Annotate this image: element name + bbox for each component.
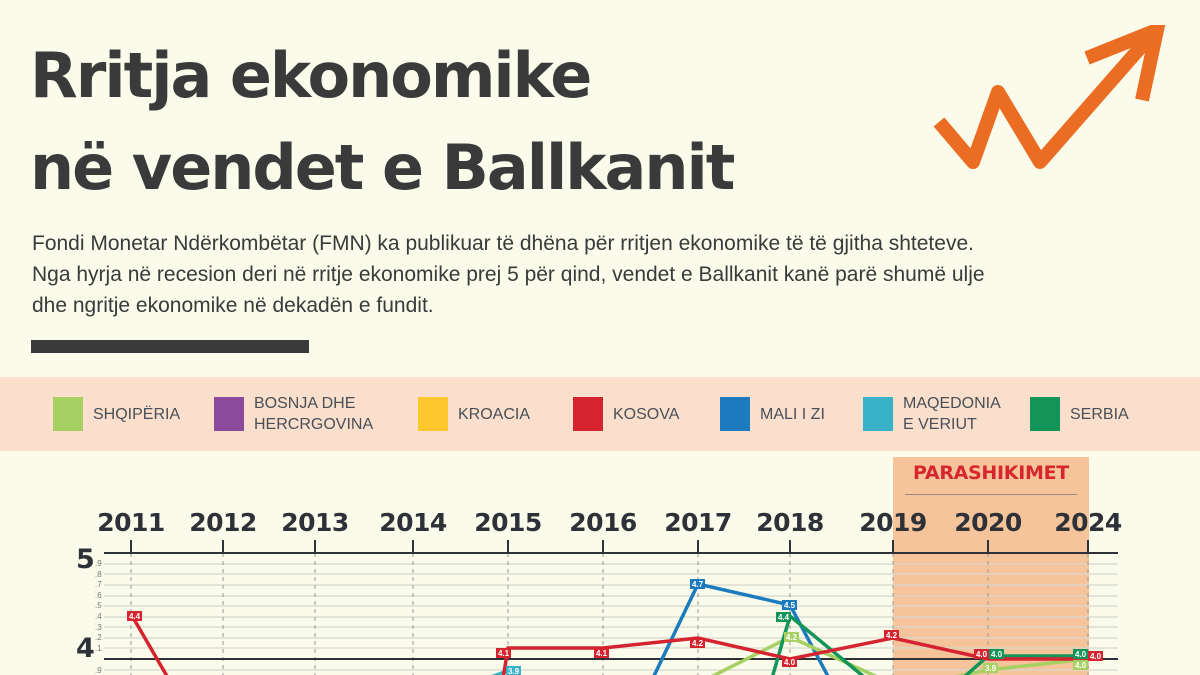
x-tick-label: 2014 — [379, 508, 447, 537]
data-label: 4.0 — [1075, 661, 1087, 670]
data-label: 4.0 — [1090, 652, 1102, 661]
data-label: 3.9 — [985, 664, 997, 673]
data-label: 3.9 — [508, 667, 520, 675]
y-tick-label-major: 4 — [76, 633, 95, 664]
series-line-kosova — [129, 613, 169, 675]
trending-up-arrow-icon — [933, 25, 1166, 169]
data-label: 4.2 — [886, 631, 898, 640]
legend-item-mali-i-zi[interactable]: MALI I ZI — [720, 377, 825, 451]
x-tick-label: 2024 — [1054, 508, 1122, 537]
series-line-mali-i-zi — [652, 581, 830, 675]
legend-label: SERBIA — [1070, 405, 1129, 423]
legend-swatch-kosova — [573, 397, 603, 431]
intro-paragraph: Fondi Monetar Ndërkombëtar (FMN) ka publ… — [32, 228, 1192, 321]
data-label: 4.5 — [784, 601, 796, 610]
x-tick-label: 2017 — [664, 508, 732, 537]
intro-line-3: dhe ngritje ekonomike në dekadën e fundi… — [32, 294, 434, 317]
intro-line-2: Nga hyrja në recesion deri në rritje eko… — [32, 263, 985, 286]
data-label: 4.4 — [778, 613, 790, 622]
legend-item-kroacia[interactable]: KROACIA — [418, 377, 530, 451]
legend-label: KOSOVA — [613, 405, 680, 423]
x-tick-label: 2018 — [756, 508, 824, 537]
title-line-2: në vendet e Ballkanit — [30, 131, 735, 204]
legend-swatch-bosnja — [214, 397, 244, 431]
x-tick-label: 2016 — [569, 508, 637, 537]
data-labels: 4.4 4.1 4.1 4.2 4.0 4.2 4.0 4.0 4.7 4.5 … — [127, 579, 1103, 675]
title-line-1: Rritja ekonomike — [30, 39, 592, 112]
data-label: 4.0 — [784, 658, 796, 667]
chart-legend: SHQIPËRIA BOSNJA DHE HERCRGOVINA KROACIA… — [0, 377, 1200, 451]
legend-swatch-mali-i-zi — [720, 397, 750, 431]
y-tick-label-minor: .8 — [95, 570, 102, 579]
data-label: 4.1 — [596, 649, 608, 658]
x-tick-label: 2015 — [474, 508, 542, 537]
x-ticks — [130, 540, 1089, 553]
forecast-underline — [905, 494, 1077, 495]
legend-item-shqiperia[interactable]: SHQIPËRIA — [53, 377, 180, 451]
legend-item-serbia[interactable]: SERBIA — [1030, 377, 1129, 451]
legend-item-bosnja[interactable]: BOSNJA DHE HERCRGOVINA — [214, 377, 373, 451]
y-tick-label-minor: .2 — [95, 633, 102, 642]
legend-swatch-maqedonia — [863, 397, 893, 431]
data-label: 4.2 — [692, 639, 704, 648]
x-tick-label: 2013 — [281, 508, 349, 537]
legend-swatch-kroacia — [418, 397, 448, 431]
legend-label: KROACIA — [458, 405, 531, 423]
y-tick-label-minor: .5 — [95, 601, 102, 610]
x-tick-label: 2012 — [189, 508, 257, 537]
legend-label: SHQIPËRIA — [93, 405, 181, 423]
divider-bar — [31, 340, 309, 353]
data-label: 4.0 — [976, 650, 988, 659]
x-tick-label: 2020 — [954, 508, 1022, 537]
legend-label: MAQEDONIA E VERIUT — [903, 395, 1001, 433]
data-label: 4.4 — [129, 612, 141, 621]
year-gridlines — [130, 553, 1089, 675]
y-tick-label-minor: .3 — [95, 623, 102, 632]
data-label: 4.0 — [991, 650, 1003, 659]
x-tick-label: 2019 — [859, 508, 927, 537]
legend-item-maqedonia[interactable]: MAQEDONIA E VERIUT — [863, 377, 1001, 451]
series-line-shqiperia-forecast — [955, 657, 1089, 675]
series-line-kosova-2015 — [501, 636, 1088, 675]
legend-swatch-shqiperia — [53, 397, 83, 431]
y-tick-label-minor: .9 — [95, 666, 102, 675]
y-tick-label-minor: .9 — [95, 559, 102, 568]
y-tick-label-minor: .4 — [95, 612, 102, 621]
legend-swatch-serbia — [1030, 397, 1060, 431]
y-tick-label-major: 5 — [76, 544, 95, 575]
data-label: 4.0 — [1075, 650, 1087, 659]
page-title: Rritja ekonomike në vendet e Ballkanit — [30, 30, 735, 214]
forecast-band — [893, 457, 1089, 675]
y-tick-label-minor: .7 — [95, 580, 102, 589]
major-gridlines — [104, 552, 1118, 660]
forecast-label: PARASHIKIMET — [913, 462, 1069, 484]
legend-label: BOSNJA DHE HERCRGOVINA — [254, 395, 374, 433]
data-label: 4.1 — [498, 649, 510, 658]
x-tick-label: 2011 — [97, 508, 165, 537]
legend-item-kosova[interactable]: KOSOVA — [573, 377, 679, 451]
y-tick-label-minor: .1 — [95, 644, 102, 653]
data-label: 4.2 — [786, 633, 798, 642]
intro-line-1: Fondi Monetar Ndërkombëtar (FMN) ka publ… — [32, 232, 974, 255]
y-tick-label-minor: .6 — [95, 591, 102, 600]
legend-label: MALI I ZI — [760, 405, 825, 423]
data-label: 4.7 — [692, 580, 704, 589]
